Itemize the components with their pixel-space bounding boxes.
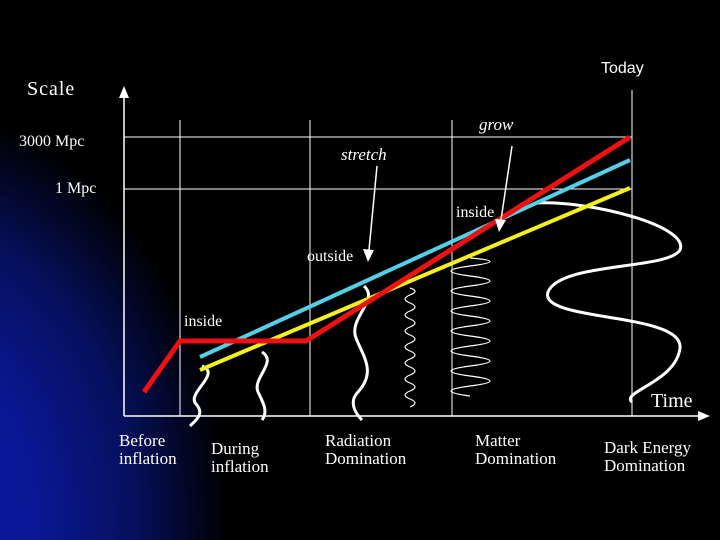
wave-radiation — [351, 284, 371, 422]
epoch-line: During — [211, 439, 260, 458]
grow-annotation: grow — [479, 115, 514, 134]
epoch-line: Domination — [604, 455, 686, 475]
outside-annotation: outside — [307, 248, 354, 265]
inside-annotation-left: inside — [184, 313, 223, 330]
epoch-label-before-inflation: Before inflation — [119, 432, 177, 468]
wave-dark-energy — [534, 201, 683, 404]
today-label: Today — [601, 60, 644, 77]
inside-annotation-top: inside — [456, 204, 495, 221]
arrow-stretch — [368, 165, 378, 251]
red-hubble-line — [141, 134, 632, 394]
epoch-line: Dark Energy — [604, 438, 692, 457]
y-axis-label: Scale — [27, 78, 76, 100]
y-axis-arrow — [119, 86, 129, 98]
epoch-line: inflation — [211, 456, 269, 476]
epoch-line: Before — [119, 431, 166, 450]
epoch-line: inflation — [119, 448, 177, 468]
epoch-label-matter: Matter Domination — [475, 432, 556, 468]
epoch-label-during-inflation: During inflation — [211, 440, 269, 476]
epoch-line: Radiation — [325, 431, 392, 450]
epoch-label-dark-energy: Dark Energy Domination — [604, 439, 691, 475]
stretch-annotation: stretch — [341, 145, 387, 164]
arrow-grow-head — [495, 219, 506, 232]
arrow-stretch-head — [363, 249, 374, 262]
arrow-grow — [500, 145, 513, 221]
epoch-line: Matter — [475, 431, 521, 450]
wave-inflation-end — [255, 350, 269, 421]
epoch-line: Domination — [475, 448, 557, 468]
epoch-line: Domination — [325, 448, 407, 468]
x-axis-label: Time — [651, 390, 693, 412]
wave-radiation-dense — [404, 287, 416, 408]
wave-during-inflation — [188, 364, 210, 428]
tick-label-3000mpc: 3000 Mpc — [19, 133, 85, 150]
cyan-mode-line — [199, 158, 631, 359]
tick-label-1mpc: 1 Mpc — [55, 180, 97, 197]
epoch-label-radiation: Radiation Domination — [325, 432, 406, 468]
wave-matter-dense — [450, 257, 491, 397]
x-axis-arrow — [698, 411, 710, 421]
